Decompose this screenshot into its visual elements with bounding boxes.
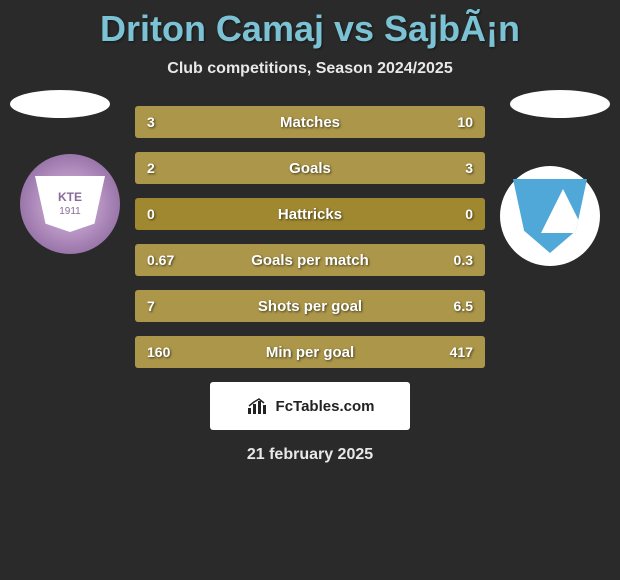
stat-row: 0.67 Goals per match 0.3	[135, 244, 485, 276]
logo-shadow-left	[10, 90, 110, 118]
stat-rows: 3 Matches 10 2 Goals 3 0 Hattricks 0 0.67 Goals pe…	[135, 106, 485, 368]
stat-value-left: 0.67	[147, 252, 174, 268]
stat-row: 0 Hattricks 0	[135, 198, 485, 230]
stat-value-right: 3	[465, 160, 473, 176]
stat-row: 7 Shots per goal 6.5	[135, 290, 485, 322]
stat-value-left: 3	[147, 114, 155, 130]
stat-value-left: 7	[147, 298, 155, 314]
date-label: 21 february 2025	[0, 446, 620, 464]
stat-row: 3 Matches 10	[135, 106, 485, 138]
stat-row: 160 Min per goal 417	[135, 336, 485, 368]
club-logo-right	[500, 166, 600, 266]
brand-chart-icon	[246, 396, 270, 416]
club-left-abbrev: KTE	[58, 190, 82, 204]
stat-value-left: 0	[147, 206, 155, 222]
stat-label: Shots per goal	[258, 298, 362, 315]
branding-box[interactable]: FcTables.com	[210, 382, 410, 430]
club-logo-left: KTE 1911	[20, 154, 120, 254]
stat-bar-left	[135, 152, 275, 184]
stat-label: Matches	[280, 114, 340, 131]
stat-value-right: 417	[450, 344, 473, 360]
comparison-area: KTE 1911 3 Matches 10 2 Goals 3 0 Hattricks 0 0.6…	[0, 106, 620, 464]
page-title: Driton Camaj vs SajbÃ¡n	[0, 0, 620, 50]
logo-shadow-right	[510, 90, 610, 118]
brand-text: FcTables.com	[276, 398, 375, 415]
stat-value-right: 10	[457, 114, 473, 130]
stat-value-left: 160	[147, 344, 170, 360]
club-left-year: 1911	[59, 206, 81, 217]
stat-label: Goals	[289, 160, 331, 177]
stat-value-right: 0	[465, 206, 473, 222]
stat-label: Min per goal	[266, 344, 354, 361]
stat-value-left: 2	[147, 160, 155, 176]
stat-label: Hattricks	[278, 206, 342, 223]
stat-value-right: 0.3	[454, 252, 473, 268]
stat-label: Goals per match	[251, 252, 369, 269]
subtitle: Club competitions, Season 2024/2025	[0, 60, 620, 78]
stat-bar-right	[216, 106, 486, 138]
stat-value-right: 6.5	[454, 298, 473, 314]
stat-row: 2 Goals 3	[135, 152, 485, 184]
